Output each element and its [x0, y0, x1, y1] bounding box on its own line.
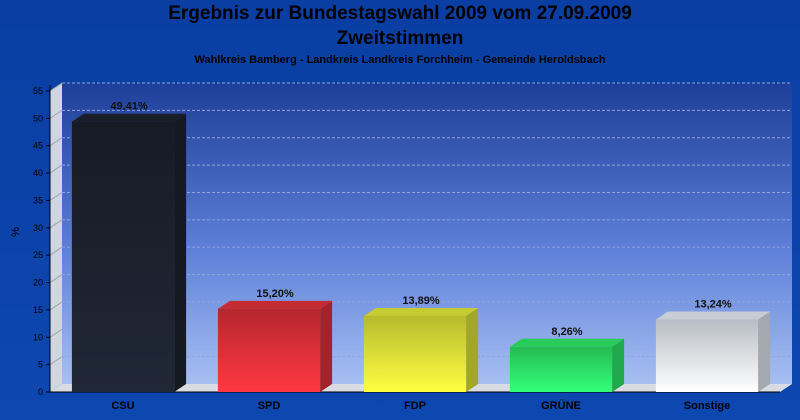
- gridline-side: [49, 328, 63, 338]
- bar-side-csu: [174, 113, 187, 393]
- gridline-side: [49, 137, 63, 147]
- y-tick-label: 30: [33, 223, 43, 233]
- y-tick-label: 35: [33, 195, 43, 205]
- gridline-side: [49, 356, 63, 366]
- chart-region-caption: Wahlkreis Bamberg - Landkreis Landkreis …: [194, 54, 606, 66]
- y-tick-label: 0: [38, 387, 43, 397]
- gridline-side: [49, 192, 63, 201]
- y-tick-label: 40: [33, 168, 43, 178]
- x-tick-label: CSU: [111, 400, 134, 412]
- y-tick-label: 25: [33, 250, 43, 260]
- bar-spd: [217, 308, 321, 392]
- bar-top-sonstige: [655, 311, 771, 320]
- bar-side-sonstige: [758, 311, 771, 392]
- data-label: 13,89%: [402, 295, 440, 307]
- y-tick-label: 50: [33, 113, 43, 123]
- x-tick-label: GRÜNE: [541, 399, 581, 412]
- y-tick-label: 15: [33, 305, 43, 315]
- bar-top-csu: [71, 113, 187, 122]
- bar-fdp: [363, 315, 467, 392]
- gridline-side: [49, 274, 63, 283]
- plot-side-wall: [50, 83, 62, 392]
- bar-side-spd: [320, 300, 333, 392]
- y-tick-label: 10: [33, 332, 43, 342]
- y-tick-label: 20: [33, 278, 43, 288]
- data-label: 49,41%: [110, 101, 148, 113]
- x-tick-label: FDP: [404, 400, 426, 412]
- chart-subtitle: Zweitstimmen: [336, 28, 464, 49]
- gridline-side: [49, 301, 63, 311]
- data-label: 13,24%: [694, 299, 732, 311]
- gridline-side: [49, 109, 63, 119]
- bar-top-grüne: [509, 338, 625, 347]
- bar-grüne: [509, 346, 613, 392]
- x-tick-label: Sonstige: [684, 400, 730, 412]
- gridline-side: [49, 82, 63, 92]
- x-tick-label: SPD: [258, 400, 281, 412]
- bar-csu: [71, 121, 175, 393]
- gridline-side: [49, 246, 63, 256]
- chart-title: Ergebnis zur Bundestagswahl 2009 vom 27.…: [168, 3, 632, 24]
- gridline-side: [49, 164, 63, 174]
- bar-side-grüne: [612, 338, 625, 392]
- bar-top-fdp: [363, 307, 479, 316]
- y-tick-label: 5: [38, 360, 43, 370]
- y-tick-label: 45: [33, 141, 43, 151]
- gridline-side: [49, 219, 63, 229]
- bar-side-fdp: [466, 307, 479, 392]
- data-label: 8,26%: [551, 326, 582, 338]
- bar-sonstige: [655, 319, 759, 392]
- data-label: 15,20%: [256, 288, 294, 300]
- y-tick-label: 55: [33, 86, 43, 96]
- bar-top-spd: [217, 300, 333, 309]
